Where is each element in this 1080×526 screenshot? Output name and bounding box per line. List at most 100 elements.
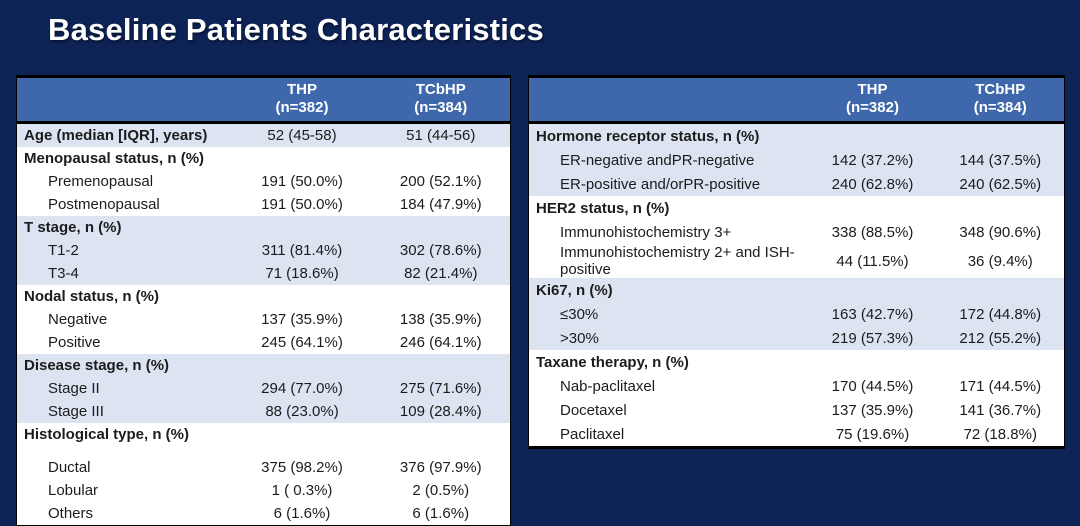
row-label: Ki67, n (%) [528, 278, 809, 302]
baseline-table-left: THP (n=382) TCbHP (n=384) Age (median [I… [16, 75, 511, 526]
table-row: ER-negative andPR-negative 142 (37.2%) 144… [528, 148, 1065, 172]
row-label: Nodal status, n (%) [16, 285, 233, 308]
row-label: ER-negative andPR-negative [528, 148, 809, 172]
thp-value [808, 196, 937, 220]
thp-value: 52 (45-58) [232, 122, 372, 147]
thp-value: 240 (62.8%) [808, 172, 937, 196]
tcbhp-value: 212 (55.2%) [936, 326, 1065, 350]
thp-value [808, 278, 937, 302]
slide-title: Baseline Patients Characteristics [48, 12, 544, 47]
table-header-row: THP (n=382) TCbHP (n=384) [16, 76, 511, 124]
row-label: Negative [16, 308, 233, 331]
table-row: T3-4 71 (18.6%) 82 (21.4%) [16, 262, 511, 285]
header-thp-column: THP (n=382) [808, 76, 937, 124]
row-label: Histological type, n (%) [16, 423, 233, 456]
row-label: Hormone receptor status, n (%) [528, 122, 809, 148]
table-header-row: THP (n=382) TCbHP (n=384) [528, 76, 1065, 124]
tcbhp-value: 109 (28.4%) [371, 400, 511, 423]
tcbhp-value: 200 (52.1%) [371, 170, 511, 193]
table-row: Postmenopausal 191 (50.0%) 184 (47.9%) [16, 193, 511, 216]
thp-value: 142 (37.2%) [808, 148, 937, 172]
header-tcbhp-arm-label: TCbHP [415, 81, 466, 98]
row-label: ≤30% [528, 302, 809, 326]
tcbhp-value: 138 (35.9%) [371, 308, 511, 331]
tcbhp-value [371, 147, 511, 170]
tcbhp-value: 275 (71.6%) [371, 377, 511, 400]
tcbhp-value [371, 354, 511, 377]
row-label: Ductal [16, 456, 233, 479]
row-label: T1-2 [16, 239, 233, 262]
table-body: Hormone receptor status, n (%) ER-negativ… [528, 122, 1065, 448]
tcbhp-value: 82 (21.4%) [371, 262, 511, 285]
row-label: Stage II [16, 377, 233, 400]
row-label: HER2 status, n (%) [528, 196, 809, 220]
tcbhp-value: 302 (78.6%) [371, 239, 511, 262]
table-row: Menopausal status, n (%) [16, 147, 511, 170]
tcbhp-value [371, 423, 511, 456]
thp-value: 375 (98.2%) [232, 456, 372, 479]
table-row: Nab-paclitaxel 170 (44.5%) 171 (44.5%) [528, 374, 1065, 398]
table-row: T stage, n (%) [16, 216, 511, 239]
thp-value: 163 (42.7%) [808, 302, 937, 326]
row-label: T3-4 [16, 262, 233, 285]
tcbhp-value: 36 (9.4%) [936, 244, 1065, 278]
tcbhp-value: 2 (0.5%) [371, 479, 511, 502]
tcbhp-value: 376 (97.9%) [371, 456, 511, 479]
thp-value: 6 (1.6%) [232, 502, 372, 526]
thp-value: 245 (64.1%) [232, 331, 372, 354]
tcbhp-value [936, 350, 1065, 374]
thp-value: 219 (57.3%) [808, 326, 937, 350]
header-empty-cell [528, 76, 809, 124]
row-label: Premenopausal [16, 170, 233, 193]
header-tcbhp-arm-label: TCbHP [975, 81, 1026, 98]
table-body: Age (median [IQR], years) 52 (45-58) 51 (4… [16, 122, 511, 526]
row-label: Stage III [16, 400, 233, 423]
tcbhp-value [936, 278, 1065, 302]
header-tcbhp-n-label: (n=384) [973, 99, 1027, 116]
tcbhp-value: 348 (90.6%) [936, 220, 1065, 244]
header-tcbhp-column: TCbHP (n=384) [936, 76, 1065, 124]
header-tcbhp-column: TCbHP (n=384) [371, 76, 511, 124]
tcbhp-value: 184 (47.9%) [371, 193, 511, 216]
table-row: Disease stage, n (%) [16, 354, 511, 377]
tcbhp-value: 144 (37.5%) [936, 148, 1065, 172]
table-row: Premenopausal 191 (50.0%) 200 (52.1%) [16, 170, 511, 193]
row-label: >30% [528, 326, 809, 350]
row-label: Taxane therapy, n (%) [528, 350, 809, 374]
table-row: Stage III 88 (23.0%) 109 (28.4%) [16, 400, 511, 423]
tcbhp-value [936, 122, 1065, 148]
thp-value [232, 147, 372, 170]
table-row: Ductal 375 (98.2%) 376 (97.9%) [16, 456, 511, 479]
row-label: Age (median [IQR], years) [16, 122, 233, 147]
thp-value: 71 (18.6%) [232, 262, 372, 285]
table-row: Taxane therapy, n (%) [528, 350, 1065, 374]
tcbhp-value: 171 (44.5%) [936, 374, 1065, 398]
table-row: Paclitaxel 75 (19.6%) 72 (18.8%) [528, 422, 1065, 448]
thp-value: 137 (35.9%) [808, 398, 937, 422]
row-label: Immunohistochemistry 2+ and ISH-positive [528, 244, 809, 278]
thp-value: 311 (81.4%) [232, 239, 372, 262]
row-label: Postmenopausal [16, 193, 233, 216]
tcbhp-value: 72 (18.8%) [936, 422, 1065, 448]
thp-value: 191 (50.0%) [232, 170, 372, 193]
table-row: Immunohistochemistry 2+ and ISH-positive… [528, 244, 1065, 278]
tcbhp-value: 6 (1.6%) [371, 502, 511, 526]
header-empty-cell [16, 76, 233, 124]
tcbhp-value [371, 285, 511, 308]
thp-value [232, 423, 372, 456]
thp-value: 338 (88.5%) [808, 220, 937, 244]
thp-value: 1 ( 0.3%) [232, 479, 372, 502]
table-row: Docetaxel 137 (35.9%) 141 (36.7%) [528, 398, 1065, 422]
header-thp-arm-label: THP [857, 81, 888, 98]
thp-value [232, 354, 372, 377]
tcbhp-value: 172 (44.8%) [936, 302, 1065, 326]
table-row: Positive 245 (64.1%) 246 (64.1%) [16, 331, 511, 354]
thp-value: 75 (19.6%) [808, 422, 937, 448]
tcbhp-value: 246 (64.1%) [371, 331, 511, 354]
thp-value: 294 (77.0%) [232, 377, 372, 400]
header-tcbhp-n-label: (n=384) [414, 99, 468, 116]
tcbhp-value: 240 (62.5%) [936, 172, 1065, 196]
table-row: T1-2 311 (81.4%) 302 (78.6%) [16, 239, 511, 262]
table-row: Hormone receptor status, n (%) [528, 122, 1065, 148]
